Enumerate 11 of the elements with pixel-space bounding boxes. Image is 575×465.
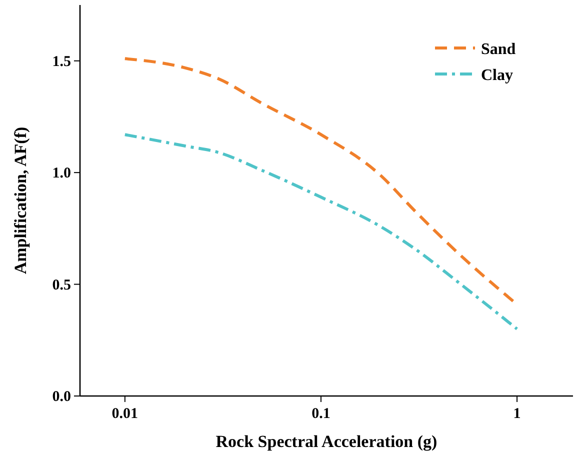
legend-label: Sand: [481, 41, 516, 58]
y-axis-title: Amplification, AF(f): [11, 126, 30, 274]
y-tick-label: 0.0: [52, 389, 71, 405]
x-axis-title: Rock Spectral Acceleration (g): [216, 432, 438, 451]
x-tick-label: 0.1: [312, 406, 330, 422]
legend-label: Clay: [481, 67, 513, 84]
x-tick-label: 0.01: [112, 406, 138, 422]
y-tick-label: 1.0: [52, 166, 71, 182]
x-tick-label: 1: [513, 406, 521, 422]
y-tick-label: 0.5: [52, 277, 71, 294]
y-tick-label: 1.5: [52, 54, 71, 70]
